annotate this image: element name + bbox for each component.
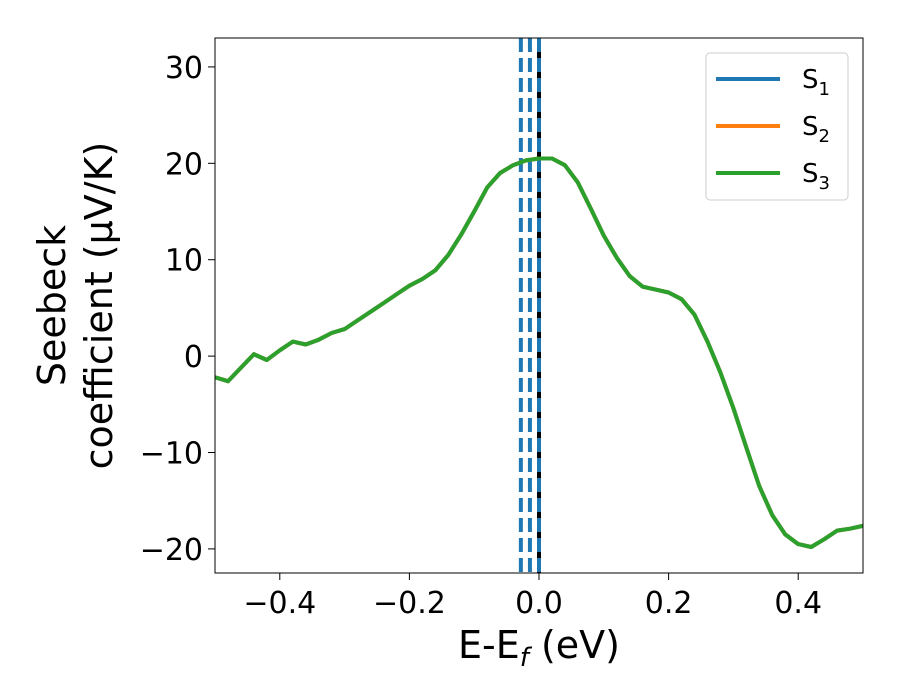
- legend-label-3: S3: [802, 159, 830, 194]
- series-line-3: [215, 156, 863, 549]
- legend-label-1: S1: [802, 65, 830, 100]
- x-tick-label: −0.2: [373, 586, 446, 621]
- y-tick-label: 20: [165, 147, 203, 182]
- y-axis-label: Seebeck coefficient (μV/K): [30, 142, 121, 470]
- plot-area: [215, 38, 863, 573]
- x-tick-label: 0.0: [515, 586, 563, 621]
- y-tick-label: −10: [140, 437, 203, 472]
- legend: S1 S2 S3: [705, 52, 849, 201]
- y-axis-ticks: −20 −10 0 10 20 30: [140, 51, 215, 568]
- y-tick-label: 30: [165, 51, 203, 86]
- y-tick-label: 10: [165, 244, 203, 279]
- x-axis-ticks: −0.4 −0.2 0.0 0.2 0.4: [243, 573, 822, 621]
- y-axis-label-line2: coefficient (μV/K): [77, 142, 121, 470]
- x-axis-label: E-Ef (eV): [458, 623, 620, 673]
- y-tick-label: −20: [140, 533, 203, 568]
- y-axis-label-line1: Seebeck: [30, 225, 74, 386]
- y-tick-label: 0: [184, 340, 203, 375]
- x-tick-label: −0.4: [243, 586, 316, 621]
- x-tick-label: 0.2: [645, 586, 693, 621]
- x-tick-label: 0.4: [774, 586, 822, 621]
- legend-label-2: S2: [802, 112, 830, 147]
